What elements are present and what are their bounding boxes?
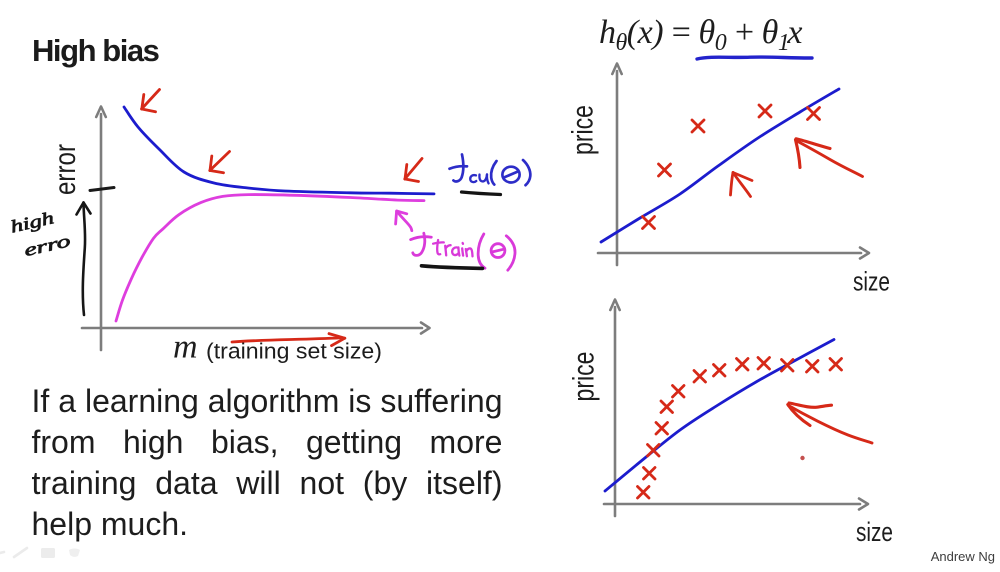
svg-text:price: price — [568, 352, 601, 402]
svg-text:price: price — [567, 105, 600, 155]
svg-text:m: m — [173, 329, 198, 366]
svg-text:(training set size): (training set size) — [206, 339, 382, 364]
svg-text:error: error — [49, 144, 82, 195]
svg-text:high: high — [8, 207, 56, 236]
svg-text:erro: erro — [22, 230, 73, 260]
svg-text:size: size — [853, 267, 890, 297]
svg-text:size: size — [856, 517, 893, 547]
